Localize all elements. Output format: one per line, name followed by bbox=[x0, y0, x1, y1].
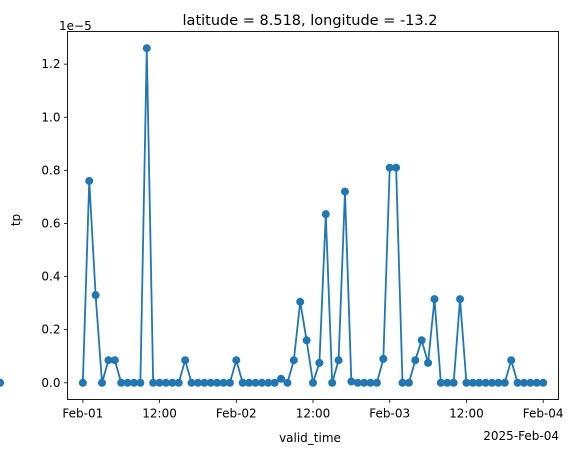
data-point bbox=[206, 378, 215, 387]
data-point bbox=[513, 378, 522, 387]
data-point bbox=[264, 378, 273, 387]
y-tick-label: 1.0 bbox=[41, 110, 60, 124]
x-axis-label: valid_time bbox=[279, 431, 341, 445]
y-tick-label: 1.2 bbox=[41, 57, 60, 71]
data-point bbox=[481, 378, 490, 387]
data-point bbox=[174, 378, 183, 387]
data-point bbox=[462, 378, 471, 387]
data-point bbox=[526, 378, 535, 387]
y-axis-label: tp bbox=[9, 214, 23, 226]
data-point bbox=[366, 378, 375, 387]
y-tick-label: 0.8 bbox=[41, 163, 60, 177]
data-point bbox=[98, 378, 107, 387]
data-point bbox=[436, 378, 445, 387]
data-point bbox=[443, 378, 452, 387]
data-point bbox=[372, 378, 381, 387]
data-point bbox=[456, 295, 465, 304]
y-tick-label: 0.4 bbox=[41, 270, 60, 284]
data-point bbox=[187, 378, 196, 387]
data-point bbox=[392, 163, 401, 172]
data-point bbox=[257, 378, 266, 387]
x-axis-ticks: Feb-01 12:00 Feb-02 12:00 Feb-03 12:00 Feb-04 bbox=[62, 399, 564, 421]
data-point bbox=[110, 356, 119, 365]
data-point bbox=[398, 378, 407, 387]
data-point bbox=[353, 378, 362, 387]
plot-frame bbox=[67, 31, 559, 400]
data-point bbox=[296, 297, 305, 306]
data-point bbox=[232, 356, 241, 365]
data-point bbox=[270, 378, 279, 387]
data-point bbox=[289, 356, 298, 365]
data-point bbox=[321, 210, 330, 219]
x-tick-label: Feb-01 bbox=[62, 407, 103, 421]
data-point bbox=[347, 377, 356, 386]
data-point bbox=[404, 378, 413, 387]
data-point bbox=[449, 378, 458, 387]
x-tick-label: Feb-03 bbox=[369, 407, 410, 421]
data-point bbox=[161, 378, 170, 387]
data-point bbox=[328, 378, 337, 387]
data-point bbox=[468, 378, 477, 387]
data-point bbox=[136, 378, 145, 387]
data-point bbox=[117, 378, 126, 387]
x-tick-label: Feb-02 bbox=[216, 407, 257, 421]
data-point bbox=[200, 378, 209, 387]
data-point bbox=[129, 378, 138, 387]
data-point bbox=[411, 356, 420, 365]
data-point bbox=[123, 378, 132, 387]
data-point bbox=[85, 176, 94, 185]
data-point bbox=[500, 378, 509, 387]
y-multiplier-label: 1e−5 bbox=[59, 19, 92, 33]
data-point bbox=[494, 378, 503, 387]
data-point bbox=[251, 378, 260, 387]
data-point bbox=[360, 378, 369, 387]
data-point bbox=[91, 291, 100, 300]
data-point bbox=[238, 378, 247, 387]
data-point bbox=[193, 378, 202, 387]
data-point bbox=[475, 378, 484, 387]
data-point bbox=[78, 378, 87, 387]
data-point bbox=[302, 336, 311, 345]
x-tick-label: 12:00 bbox=[142, 407, 177, 421]
y-tick-label: 0.0 bbox=[41, 376, 60, 390]
x-tick-label: Feb-04 bbox=[523, 407, 564, 421]
data-point bbox=[142, 44, 151, 53]
data-point bbox=[149, 378, 158, 387]
data-point bbox=[340, 187, 349, 196]
data-point bbox=[334, 356, 343, 365]
data-point bbox=[283, 378, 292, 387]
data-point bbox=[245, 378, 254, 387]
data-point bbox=[507, 356, 516, 365]
data-point bbox=[225, 378, 234, 387]
data-point bbox=[315, 358, 324, 367]
data-point bbox=[424, 358, 433, 367]
data-point bbox=[181, 356, 190, 365]
series-line bbox=[81, 47, 544, 384]
data-point bbox=[277, 374, 286, 383]
data-point bbox=[532, 378, 541, 387]
date-offset-label: 2025-Feb-04 bbox=[483, 429, 559, 443]
data-point bbox=[155, 378, 164, 387]
data-point bbox=[309, 378, 317, 387]
data-point bbox=[104, 356, 113, 365]
data-point bbox=[539, 378, 548, 387]
data-point bbox=[385, 163, 394, 172]
data-point bbox=[488, 378, 497, 387]
data-point bbox=[219, 378, 228, 387]
y-tick-label: 0.2 bbox=[41, 323, 60, 337]
data-point bbox=[168, 378, 177, 387]
data-point bbox=[213, 378, 222, 387]
chart-title: latitude = 8.518, longitude = -13.2 bbox=[183, 13, 438, 29]
data-point bbox=[417, 336, 426, 345]
y-axis-ticks: 0.0 0.2 0.4 0.6 0.8 1.0 1.2 bbox=[41, 57, 68, 390]
series-tp bbox=[0, 44, 548, 387]
x-tick-label: 12:00 bbox=[296, 407, 331, 421]
data-point bbox=[379, 354, 388, 363]
x-tick-label: 12:00 bbox=[449, 407, 484, 421]
y-tick-label: 0.6 bbox=[41, 216, 60, 230]
data-point bbox=[430, 295, 439, 304]
data-point bbox=[0, 378, 4, 387]
data-point bbox=[519, 378, 528, 387]
